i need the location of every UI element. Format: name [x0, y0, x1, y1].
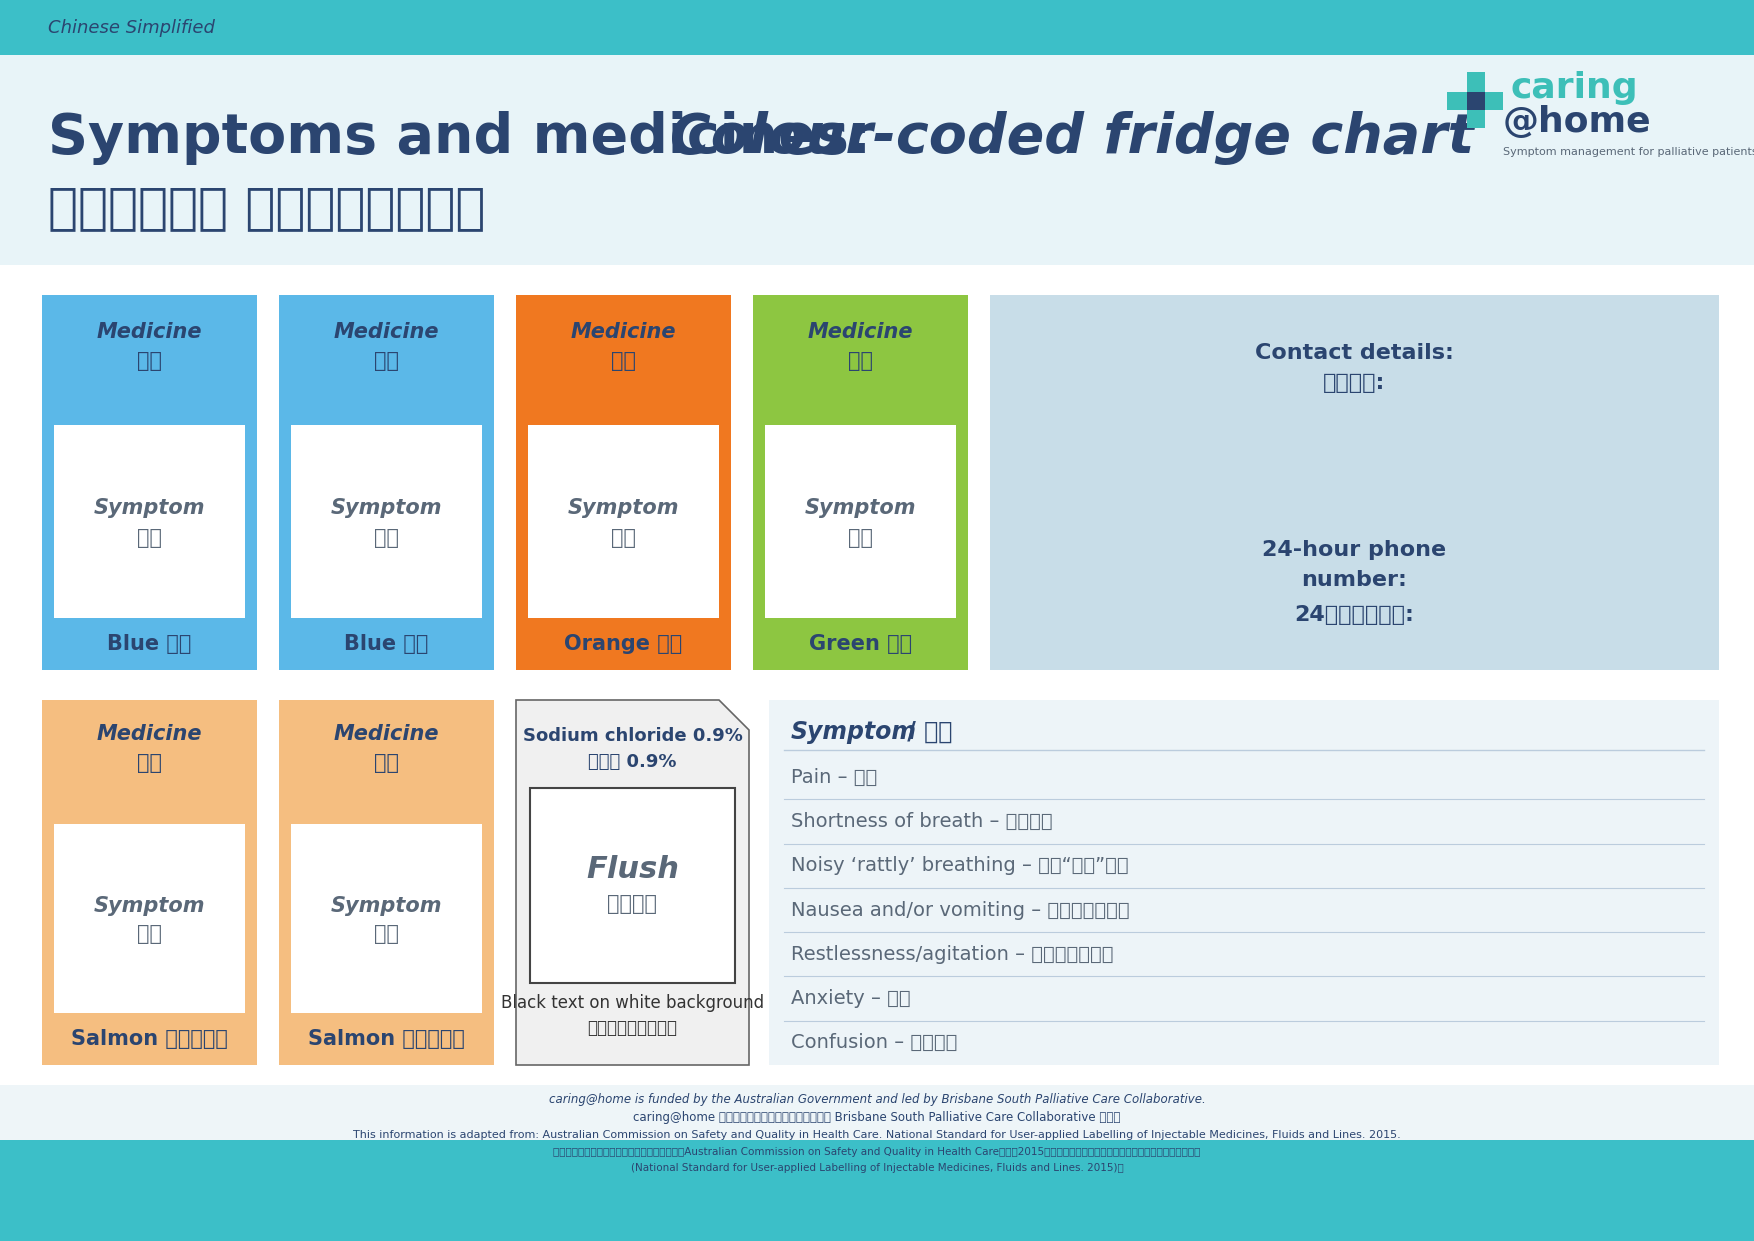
- Polygon shape: [42, 700, 258, 812]
- Text: Green 绿色: Green 绿色: [809, 634, 912, 654]
- Text: Symptom: Symptom: [93, 499, 205, 519]
- Polygon shape: [279, 295, 495, 413]
- Text: Medicine: Medicine: [96, 724, 202, 745]
- Text: 联系方式:: 联系方式:: [1323, 374, 1386, 393]
- Text: 药物: 药物: [374, 753, 398, 773]
- Text: Medicine: Medicine: [96, 321, 202, 341]
- Bar: [528, 424, 719, 618]
- Text: Restlessness/agitation – 烦躁／躁动不安: Restlessness/agitation – 烦躁／躁动不安: [791, 944, 1114, 964]
- Text: Confusion – 思维混乱: Confusion – 思维混乱: [791, 1034, 958, 1052]
- Text: @home: @home: [1503, 105, 1652, 139]
- Bar: [42, 700, 258, 1065]
- Text: Medicine: Medicine: [333, 321, 438, 341]
- Text: Noisy ‘rattly’ breathing – 呼吸“嘎嘎”作响: Noisy ‘rattly’ breathing – 呼吸“嘎嘎”作响: [791, 856, 1128, 875]
- Polygon shape: [752, 295, 968, 413]
- Text: 症状: 症状: [847, 527, 873, 547]
- Text: 药物: 药物: [137, 753, 161, 773]
- Text: Symptom: Symptom: [791, 720, 917, 745]
- Polygon shape: [11, 55, 189, 266]
- Bar: [0, 266, 1754, 1085]
- Text: 症状: 症状: [137, 527, 161, 547]
- Text: 症状: 症状: [137, 925, 161, 944]
- Bar: [516, 295, 731, 670]
- Text: Salmon 浅橙鱑鱼色: Salmon 浅橙鱑鱼色: [309, 1029, 465, 1049]
- Text: 症状和药物： 彩色编码冰筱图表: 症状和药物： 彩色编码冰筱图表: [47, 184, 486, 232]
- Bar: [768, 700, 1719, 1065]
- Text: Symptom management for palliative patients: Symptom management for palliative patien…: [1503, 146, 1754, 158]
- Polygon shape: [1440, 55, 1754, 305]
- Text: 本资讯改编自澳大利亚卫生安全和质量委员会（Australian Commission on Safety and Quality in Health Care）: 本资讯改编自澳大利亚卫生安全和质量委员会（Australian Commissi…: [553, 1147, 1201, 1157]
- Bar: [0, 0, 1754, 55]
- Text: Symptom: Symptom: [332, 896, 442, 916]
- Bar: [989, 295, 1719, 670]
- Polygon shape: [516, 295, 731, 413]
- Text: 有白色背景的黑文本: 有白色背景的黑文本: [588, 1019, 677, 1037]
- Text: Medicine: Medicine: [333, 724, 438, 745]
- Text: Blue 蓝色: Blue 蓝色: [344, 634, 428, 654]
- Text: Medicine: Medicine: [570, 321, 677, 341]
- Text: Sodium chloride 0.9%: Sodium chloride 0.9%: [523, 727, 742, 745]
- Text: 24-hour phone: 24-hour phone: [1263, 540, 1447, 560]
- Polygon shape: [310, 55, 489, 266]
- Bar: [0, 1140, 1754, 1241]
- Text: number:: number:: [1301, 570, 1407, 589]
- Text: caring: caring: [1510, 71, 1638, 105]
- Text: Black text on white background: Black text on white background: [502, 994, 765, 1011]
- Bar: [765, 424, 956, 618]
- Bar: [0, 55, 1754, 266]
- Text: Anxiety – 焦虑: Anxiety – 焦虑: [791, 989, 910, 1008]
- Bar: [1447, 92, 1503, 110]
- Text: 24小时电话号码:: 24小时电话号码:: [1294, 606, 1414, 625]
- Text: Symptom: Symptom: [93, 896, 205, 916]
- Text: Symptom: Symptom: [332, 499, 442, 519]
- Polygon shape: [516, 700, 749, 1065]
- Text: Medicine: Medicine: [809, 321, 914, 341]
- Text: Symptoms and medicines:: Symptoms and medicines:: [47, 110, 891, 165]
- Text: 症状: 症状: [374, 925, 398, 944]
- Text: caring@home is funded by the Australian Government and led by Brisbane South Pal: caring@home is funded by the Australian …: [549, 1092, 1205, 1106]
- Text: 药物: 药物: [610, 350, 637, 371]
- Bar: [54, 424, 246, 618]
- Polygon shape: [160, 55, 340, 266]
- Text: Nausea and/or vomiting – 恶心和／或呕吐: Nausea and/or vomiting – 恶心和／或呕吐: [791, 901, 1130, 920]
- Text: caring@home 由澳大利亚政府卫生部提供经费并由 Brisbane South Palliative Care Collaborative 领导。: caring@home 由澳大利亚政府卫生部提供经费并由 Brisbane So…: [633, 1111, 1121, 1123]
- Text: 冲洗注射: 冲洗注射: [607, 894, 658, 913]
- Text: Orange 橙色: Orange 橙色: [565, 634, 682, 654]
- Bar: [54, 824, 246, 1013]
- Text: / 症状: / 症状: [900, 720, 952, 745]
- Text: Chinese Simplified: Chinese Simplified: [47, 19, 216, 37]
- Text: Blue 蓝色: Blue 蓝色: [107, 634, 191, 654]
- Text: (National Standard for User-applied Labelling of Injectable Medicines, Fluids an: (National Standard for User-applied Labe…: [631, 1163, 1123, 1173]
- Bar: [1466, 92, 1486, 110]
- Text: Salmon 浅橙鱑鱼色: Salmon 浅橙鱑鱼色: [72, 1029, 228, 1049]
- Bar: [291, 824, 482, 1013]
- Text: Contact details:: Contact details:: [1256, 343, 1454, 364]
- Text: 药物: 药物: [137, 350, 161, 371]
- Text: 氯化钓 0.9%: 氯化钓 0.9%: [588, 753, 677, 771]
- Bar: [0, 1085, 1754, 1140]
- Text: 症状: 症状: [610, 527, 637, 547]
- Polygon shape: [279, 700, 495, 812]
- Text: This information is adapted from: Australian Commission on Safety and Quality in: This information is adapted from: Austra…: [353, 1131, 1401, 1140]
- Bar: [279, 295, 495, 670]
- Text: 症状: 症状: [374, 527, 398, 547]
- Text: Symptom: Symptom: [568, 499, 679, 519]
- Text: 药物: 药物: [847, 350, 873, 371]
- Text: Shortness of breath – 呼吸急促: Shortness of breath – 呼吸急促: [791, 812, 1052, 831]
- Bar: [1466, 72, 1486, 128]
- Text: Symptom: Symptom: [805, 499, 916, 519]
- Bar: [291, 424, 482, 618]
- Bar: [42, 295, 258, 670]
- Text: Colour-coded fridge chart: Colour-coded fridge chart: [670, 110, 1473, 165]
- Bar: [752, 295, 968, 670]
- Polygon shape: [42, 295, 258, 413]
- Text: Pain – 疼痛: Pain – 疼痛: [791, 768, 877, 787]
- Text: Flush: Flush: [586, 855, 679, 884]
- Text: 药物: 药物: [374, 350, 398, 371]
- Bar: [279, 700, 495, 1065]
- Bar: [530, 788, 735, 983]
